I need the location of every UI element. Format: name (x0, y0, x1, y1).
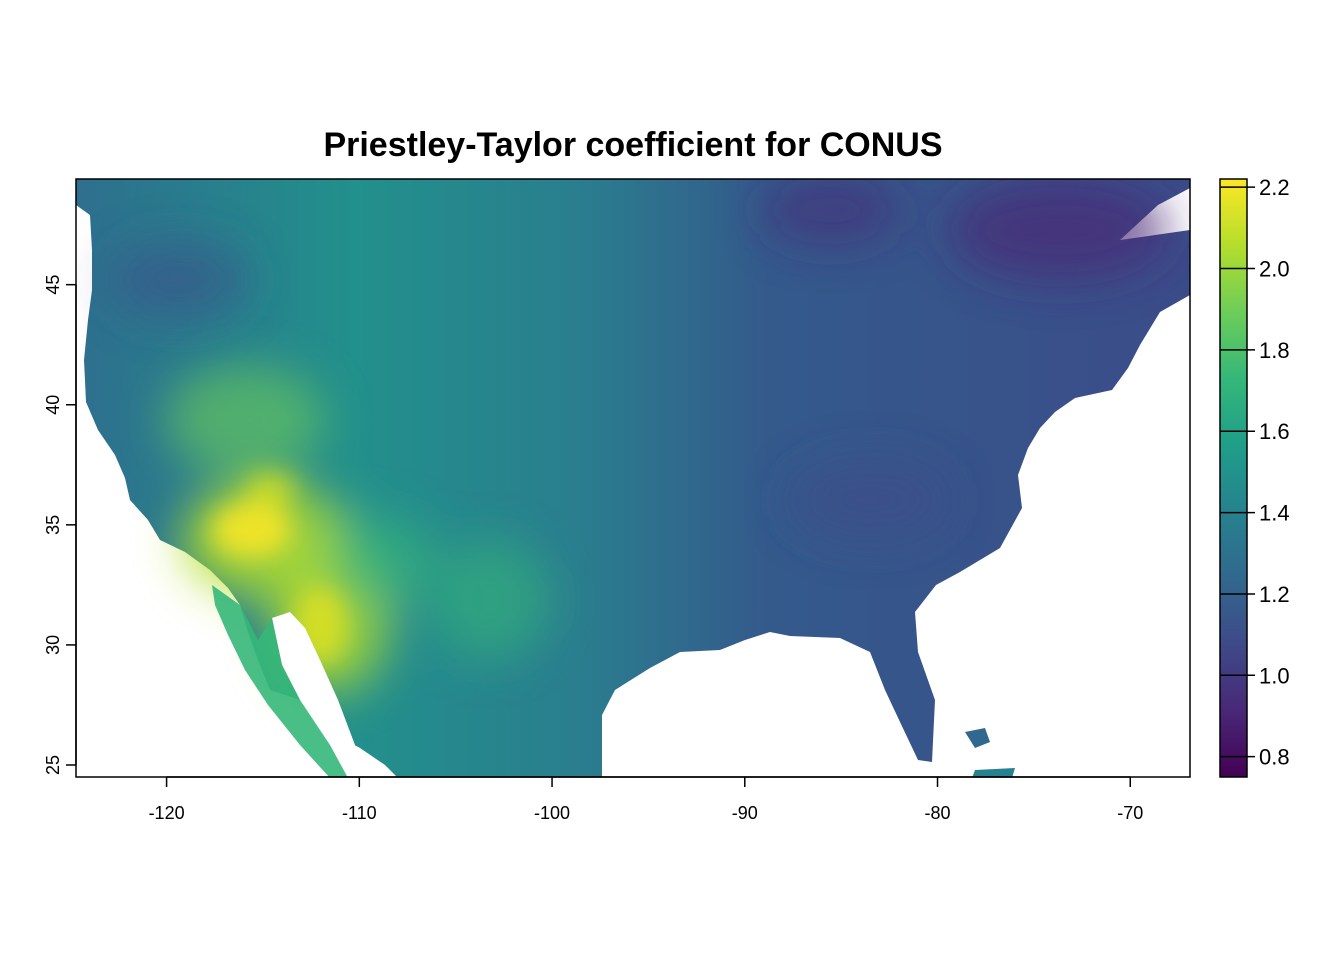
colorbar-tick-label: 1.8 (1259, 338, 1290, 363)
colorbar-legend: 0.8 1.0 1.2 1.4 1.6 1.8 2.0 2.2 (1219, 175, 1290, 778)
colorbar-ticks: 0.8 1.0 1.2 1.4 1.6 1.8 2.0 2.2 (1220, 175, 1290, 770)
x-axis: -120 -110 -100 -90 -80 -70 (149, 776, 1143, 823)
colorbar-tick-label: 1.0 (1259, 663, 1290, 688)
colorbar-frame (1219, 178, 1248, 778)
map-title: Priestley-Taylor coefficient for CONUS (323, 126, 943, 164)
x-tick-label: -70 (1117, 803, 1143, 823)
x-tick-label: -110 (342, 803, 377, 823)
northeast-low-values (110, 179, 1170, 540)
y-tick-label: 45 (43, 275, 63, 295)
x-tick-label: -90 (732, 803, 758, 823)
colorbar-tick-label: 1.4 (1259, 501, 1290, 526)
colorbar-tick-label: 2.2 (1259, 175, 1290, 200)
y-tick-label: 40 (43, 395, 63, 415)
y-axis: 25 30 35 40 45 (43, 275, 77, 775)
colorbar-ramp (1220, 179, 1247, 777)
peak-values (212, 472, 348, 665)
colorbar-tick-label: 1.6 (1259, 419, 1290, 444)
baja-peninsula (212, 585, 348, 777)
y-tick-label: 35 (43, 515, 63, 535)
colorbar-tick-label: 0.8 (1259, 745, 1290, 770)
colorbar-tick-label: 1.2 (1259, 582, 1290, 607)
southwest-high-values (165, 365, 550, 695)
y-tick-label: 25 (43, 755, 63, 775)
raster-layer (76, 179, 1190, 777)
y-tick-label: 30 (43, 635, 63, 655)
x-tick-label: -120 (149, 803, 185, 823)
colorbar-tick-label: 2.0 (1259, 256, 1290, 281)
gulf-of-california (272, 612, 365, 777)
bahamas-fragment (965, 728, 990, 748)
x-tick-label: -80 (925, 803, 951, 823)
x-tick-label: -100 (534, 803, 570, 823)
cuba-fragment (972, 768, 1015, 777)
